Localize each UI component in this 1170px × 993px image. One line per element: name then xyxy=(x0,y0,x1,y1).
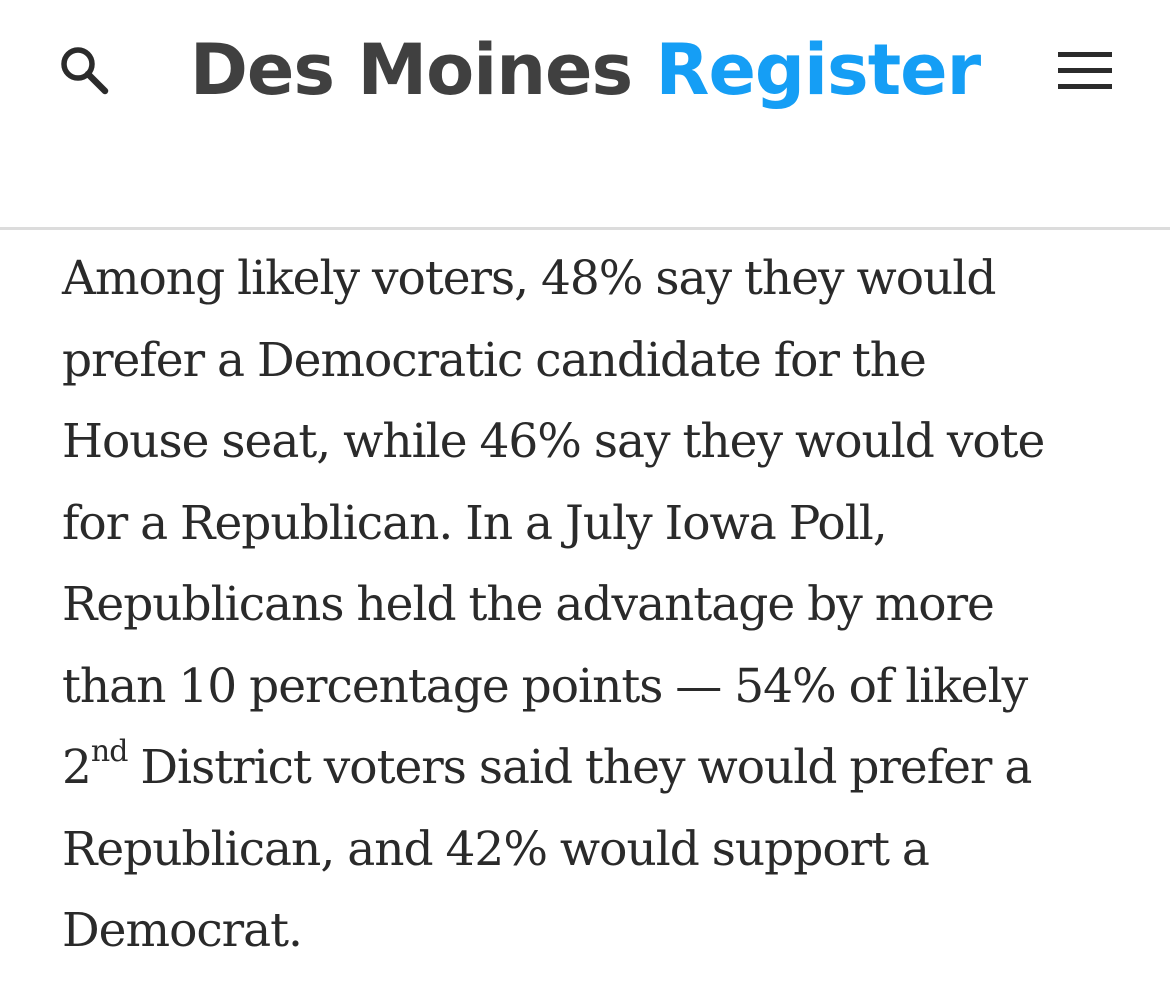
article-line: Republicans held the advantage by more xyxy=(62,577,995,632)
search-button[interactable] xyxy=(56,42,112,98)
site-logo[interactable]: Des Moines Register xyxy=(0,28,1170,112)
district-line-text: District voters said they would prefer a xyxy=(127,740,1032,795)
article-line: Democrat. xyxy=(62,903,303,958)
district-number: 2 xyxy=(62,740,92,795)
article-paragraph: Among likely voters, 48% say they would … xyxy=(62,238,1122,972)
article-line: House seat, while 46% say they would vot… xyxy=(62,414,1045,469)
site-header: Des Moines Register xyxy=(0,0,1170,230)
hamburger-menu-icon xyxy=(1058,52,1112,89)
article-line: Republican, and 42% would support a xyxy=(62,821,930,877)
logo-text-register: Register xyxy=(655,29,982,111)
logo-text-des-moines: Des Moines xyxy=(189,29,633,111)
article-line: prefer a Democratic candidate for the xyxy=(62,332,927,388)
search-icon xyxy=(61,47,109,95)
ordinal-suffix: nd xyxy=(90,734,129,769)
article-line-district: 2nd District voters said they would pref… xyxy=(62,727,1122,809)
article-line: than 10 percentage points — 54% of likel… xyxy=(62,658,1028,714)
menu-button[interactable] xyxy=(1056,48,1114,94)
article-line: for a Republican. In a July Iowa Poll, xyxy=(62,495,888,551)
article-line: Among likely voters, 48% say they would xyxy=(62,251,996,306)
